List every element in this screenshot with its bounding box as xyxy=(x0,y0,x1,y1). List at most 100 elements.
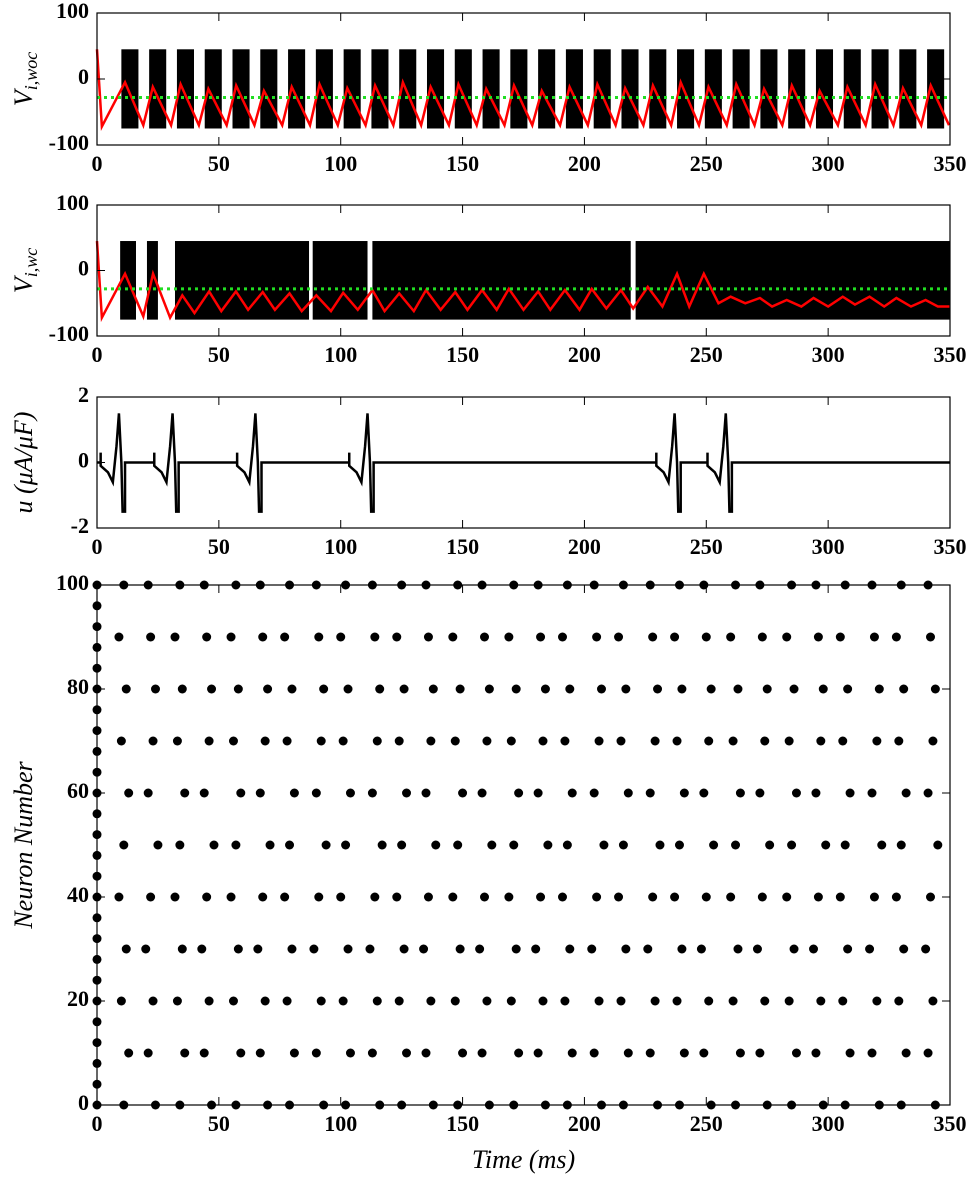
spike-dot xyxy=(170,632,180,642)
spike-dot xyxy=(116,996,126,1006)
spike-dot xyxy=(653,684,663,694)
spike-dot xyxy=(423,632,433,642)
spike-dot xyxy=(835,632,845,642)
spike-dot xyxy=(370,632,380,642)
spike-dot xyxy=(511,684,521,694)
spike-dot xyxy=(146,892,156,902)
spike-dot xyxy=(655,840,665,850)
y-tick-label: 0 xyxy=(78,64,89,89)
y-tick-label: 0 xyxy=(78,256,89,281)
spike-dot xyxy=(816,996,826,1006)
spike-dot xyxy=(699,788,709,798)
x-tick-label: 100 xyxy=(324,534,357,559)
spike-dot xyxy=(370,892,380,902)
spike-dot xyxy=(731,840,741,850)
spike-dot xyxy=(594,996,604,1006)
spike-dot xyxy=(704,736,714,746)
spike-dot xyxy=(175,840,185,850)
panel: 0 50 100 150 200 250 300 350 0 20 40 60 80 100 Neuron … xyxy=(9,570,967,1174)
spike-dot xyxy=(596,684,606,694)
spike-dot xyxy=(843,684,853,694)
spike-dot xyxy=(255,1048,265,1058)
spike-dot xyxy=(450,736,460,746)
spike-dot xyxy=(614,632,624,642)
spike-dot xyxy=(733,684,743,694)
spike-dot xyxy=(367,788,377,798)
spike-dot xyxy=(319,684,329,694)
y-axis-label: Neuron Number xyxy=(9,760,38,929)
spike-dot xyxy=(345,788,355,798)
spike-dot xyxy=(589,1048,599,1058)
spike-dot xyxy=(709,840,719,850)
spike-dot xyxy=(645,1048,655,1058)
spike-dot xyxy=(343,684,353,694)
spike-dot xyxy=(760,736,770,746)
y-tick-label: -100 xyxy=(49,321,89,346)
spike-dot xyxy=(757,632,767,642)
spike-dot xyxy=(811,1048,821,1058)
spike-dot xyxy=(226,632,236,642)
spike-dot xyxy=(480,632,490,642)
spike-dot xyxy=(838,996,848,1006)
spike-dot xyxy=(557,892,567,902)
spike-dot xyxy=(587,944,597,954)
line xyxy=(95,240,950,323)
spike-dot xyxy=(314,892,324,902)
spike-dot xyxy=(448,892,458,902)
spike-dot xyxy=(894,736,904,746)
x-tick-label: 50 xyxy=(208,534,230,559)
spike-dot xyxy=(923,788,933,798)
spike-dot xyxy=(419,944,429,954)
spike-dot xyxy=(899,944,909,954)
x-tick-label: 150 xyxy=(446,342,479,367)
spike-dot xyxy=(930,684,940,694)
x-tick-label: 50 xyxy=(208,1111,230,1136)
spike-dot xyxy=(509,840,519,850)
y-axis-label: Vi,woc xyxy=(9,52,41,106)
spike-dot xyxy=(253,944,263,954)
spike-dot xyxy=(399,684,409,694)
x-tick-label: 0 xyxy=(92,1111,103,1136)
spike-dot xyxy=(670,632,680,642)
spike-dot xyxy=(202,632,212,642)
spike-dot xyxy=(867,788,877,798)
spike-dot xyxy=(475,944,485,954)
spike-dot xyxy=(928,996,938,1006)
x-tick-label: 200 xyxy=(568,1111,601,1136)
spike-dot xyxy=(197,944,207,954)
spike-dot xyxy=(782,632,792,642)
spike-dot xyxy=(477,1048,487,1058)
spike-dot xyxy=(726,632,736,642)
burst-band xyxy=(121,49,139,129)
spike-dot xyxy=(594,736,604,746)
spike-dot xyxy=(372,736,382,746)
spike-dot xyxy=(811,788,821,798)
spike-dot xyxy=(809,944,819,954)
label-sub: i,woc xyxy=(21,52,41,91)
burst-band xyxy=(788,49,806,129)
spike-dot xyxy=(533,788,543,798)
spike-dot xyxy=(845,1048,855,1058)
spike-dot xyxy=(755,788,765,798)
spike-dot xyxy=(816,736,826,746)
spike-dot xyxy=(504,632,514,642)
spike-dot xyxy=(480,892,490,902)
x-tick-label: 150 xyxy=(446,151,479,176)
spike-dot xyxy=(114,892,124,902)
spike-dot xyxy=(899,684,909,694)
spike-dot xyxy=(282,736,292,746)
spike-dot xyxy=(565,944,575,954)
spike-dot xyxy=(153,840,163,850)
spike-dot xyxy=(536,892,546,902)
spike-dot xyxy=(450,996,460,1006)
burst-band xyxy=(593,49,611,129)
x-tick-label: 250 xyxy=(690,151,723,176)
spike-dot xyxy=(177,944,187,954)
spike-dot xyxy=(260,996,270,1006)
spike-dot xyxy=(679,1048,689,1058)
y-tick-label: 20 xyxy=(67,986,89,1011)
burst-band xyxy=(454,49,472,129)
burst-band xyxy=(538,49,556,129)
spike-dot xyxy=(560,736,570,746)
